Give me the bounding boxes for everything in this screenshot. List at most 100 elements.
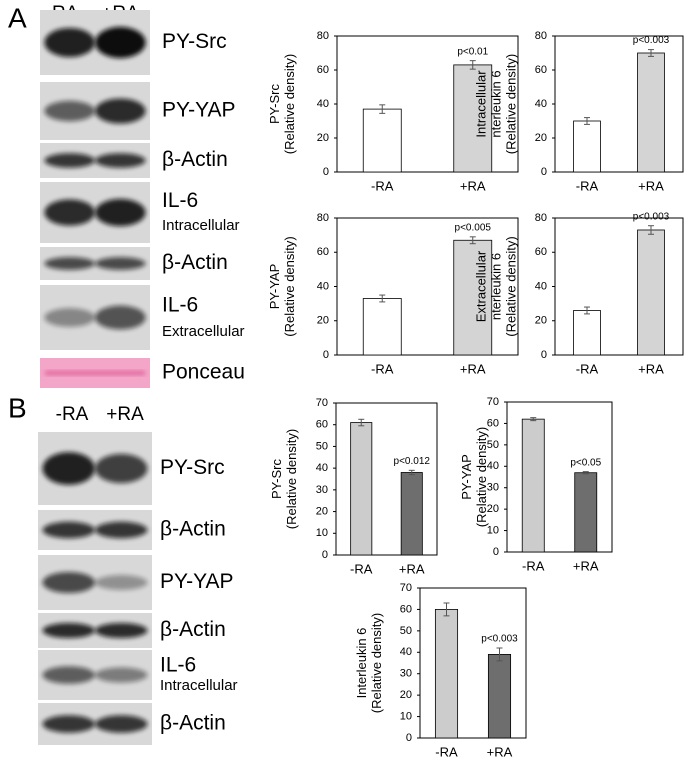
blot-sublabel: Intracellular bbox=[160, 677, 238, 694]
y-tick-label: 20 bbox=[316, 505, 328, 517]
y-tick-label: 40 bbox=[316, 462, 328, 474]
x-tick-label: -RA bbox=[435, 744, 458, 759]
x-tick-label: +RA bbox=[460, 361, 486, 376]
p-value: p<0.003 bbox=[633, 35, 670, 46]
x-tick-label: -RA bbox=[371, 361, 394, 376]
band bbox=[42, 666, 95, 684]
y-tick-label: 0 bbox=[323, 166, 329, 178]
error-bar bbox=[496, 647, 503, 662]
error-bar bbox=[469, 60, 476, 70]
y-tick-label: 80 bbox=[535, 212, 547, 224]
y-tick-label: 40 bbox=[487, 460, 499, 472]
y-tick-label: 40 bbox=[317, 98, 329, 110]
y-tick-label: 0 bbox=[541, 166, 547, 178]
plot-frame bbox=[506, 401, 613, 553]
band bbox=[44, 308, 95, 327]
p-value: p<0.003 bbox=[481, 634, 518, 645]
y-axis-label: PY-YAP bbox=[267, 264, 282, 310]
y-tick-label: 0 bbox=[493, 546, 499, 558]
bar bbox=[434, 609, 459, 739]
error-bar bbox=[582, 471, 589, 475]
x-tick-label: +RA bbox=[638, 178, 664, 193]
plot-frame bbox=[335, 402, 438, 556]
y-axis-label: PY-Src bbox=[267, 84, 282, 124]
y-tick-label: 60 bbox=[535, 64, 547, 76]
y-axis-label: nterleukin 6 bbox=[488, 253, 503, 320]
y-tick-label: 50 bbox=[487, 439, 499, 451]
bar bbox=[362, 298, 402, 356]
error-bar bbox=[584, 117, 590, 125]
band bbox=[95, 305, 146, 330]
y-tick-label: 60 bbox=[400, 603, 412, 615]
p-value: p<0.003 bbox=[633, 211, 670, 222]
error-bar bbox=[358, 418, 365, 427]
y-axis-label: (Relative density) bbox=[503, 54, 518, 154]
y-axis-label: Interleukin 6 bbox=[354, 628, 369, 699]
x-tick-label: -RA bbox=[371, 178, 394, 193]
panel-letter: B bbox=[8, 392, 27, 423]
y-tick-label: 60 bbox=[316, 419, 328, 431]
y-tick-label: 70 bbox=[487, 396, 499, 408]
x-tick-label: +RA bbox=[487, 744, 513, 759]
blot-label: Ponceau bbox=[162, 361, 245, 384]
band bbox=[45, 371, 145, 375]
band bbox=[95, 667, 148, 683]
band bbox=[95, 257, 146, 270]
y-axis-label: (Relative density) bbox=[282, 54, 297, 154]
y-tick-label: 10 bbox=[487, 524, 499, 536]
y-axis-label: (Relative density) bbox=[284, 429, 299, 529]
x-tick-label: +RA bbox=[573, 558, 599, 573]
blot-label: PY-YAP bbox=[160, 570, 234, 593]
y-tick-label: 40 bbox=[317, 280, 329, 292]
bar bbox=[362, 108, 402, 173]
x-tick-label: -RA bbox=[350, 561, 373, 576]
x-tick-label: +RA bbox=[638, 361, 664, 376]
bar bbox=[573, 310, 601, 356]
blot-label: β-Actin bbox=[160, 712, 226, 735]
y-tick-label: 30 bbox=[487, 482, 499, 494]
y-tick-label: 60 bbox=[535, 246, 547, 258]
y-tick-label: 40 bbox=[535, 280, 547, 292]
band bbox=[42, 622, 95, 639]
y-tick-label: 70 bbox=[316, 397, 328, 409]
x-tick-label: +RA bbox=[460, 178, 486, 193]
band bbox=[95, 153, 146, 168]
y-tick-label: 10 bbox=[316, 527, 328, 539]
blot-sublabel: Extracellular bbox=[162, 323, 245, 340]
error-bar bbox=[469, 236, 476, 245]
bar bbox=[487, 654, 512, 739]
error-bar bbox=[443, 602, 450, 617]
blot-label: β-Actin bbox=[162, 148, 228, 171]
bar bbox=[521, 418, 545, 553]
y-axis-label: Extracellular bbox=[473, 250, 488, 322]
error-bar bbox=[379, 104, 386, 114]
bar bbox=[573, 120, 601, 173]
y-tick-label: 80 bbox=[535, 30, 547, 42]
blot-label: PY-Src bbox=[160, 456, 225, 479]
x-tick-label: +RA bbox=[399, 561, 425, 576]
band bbox=[95, 715, 148, 733]
y-tick-label: 0 bbox=[322, 549, 328, 561]
y-tick-label: 10 bbox=[400, 710, 412, 722]
band bbox=[95, 98, 146, 124]
band bbox=[44, 153, 95, 168]
y-tick-label: 50 bbox=[316, 440, 328, 452]
error-bar bbox=[408, 469, 415, 476]
y-tick-label: 0 bbox=[541, 349, 547, 361]
band bbox=[95, 622, 148, 639]
blot-label: IL-6 bbox=[162, 293, 198, 316]
blot-label: β-Actin bbox=[160, 518, 226, 541]
blot-label: β-Actin bbox=[160, 618, 226, 641]
y-tick-label: 30 bbox=[316, 484, 328, 496]
bar bbox=[453, 64, 493, 173]
p-value: p<0.01 bbox=[457, 46, 488, 57]
y-axis-label: (Relative density) bbox=[369, 613, 384, 713]
band bbox=[44, 27, 95, 58]
p-value: p<0.05 bbox=[570, 457, 601, 468]
y-tick-label: 30 bbox=[400, 668, 412, 680]
y-tick-label: 80 bbox=[317, 212, 329, 224]
plot-frame bbox=[419, 587, 527, 739]
band bbox=[95, 453, 148, 484]
error-bar bbox=[584, 306, 590, 315]
